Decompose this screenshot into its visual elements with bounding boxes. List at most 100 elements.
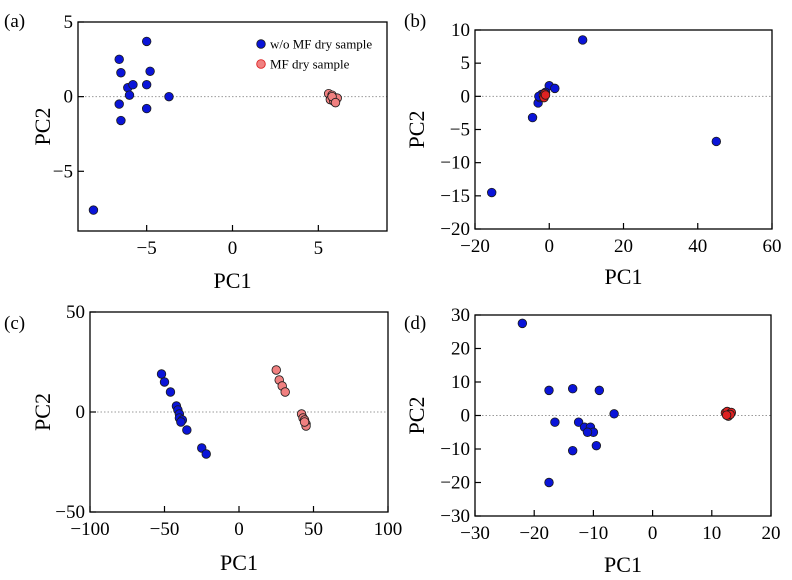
data-point (582, 427, 593, 437)
y-tick-label: −5 (450, 120, 470, 141)
x-axis-title: PC1 (604, 552, 642, 577)
y-axis-title: PC2 (30, 393, 55, 431)
data-point (280, 387, 290, 397)
x-tick-label: 50 (304, 519, 323, 540)
panel-2: −20 0 20 40 60 −20 −15 −10 −5 0 5 10 PC1 PC2 (b) (404, 11, 782, 289)
data-point (141, 79, 152, 90)
y-tick-label: −20 (440, 219, 470, 240)
x-tick-label: −10 (579, 523, 609, 544)
panel-4: −30 −20 −10 0 10 20 −30 −20 −10 0 10 20 30 PC1 PC2 (d) (404, 305, 781, 577)
x-tick-label: 40 (688, 236, 707, 257)
data-point (201, 449, 211, 459)
panel-label: (d) (404, 313, 426, 334)
y-tick-label: 0 (461, 86, 471, 107)
panel-label: (b) (404, 11, 426, 32)
series-with-mf (720, 406, 737, 421)
x-tick-label: 5 (314, 238, 324, 259)
plot-frame (77, 21, 388, 232)
data-point (114, 54, 124, 65)
data-point (114, 99, 124, 109)
y-tick-label: −20 (440, 473, 470, 494)
series-with-mf (323, 88, 342, 108)
data-point (517, 318, 528, 329)
data-point (609, 409, 619, 419)
x-tick-label: 0 (228, 238, 238, 259)
x-tick-label: −20 (519, 523, 549, 544)
x-tick-label: −30 (460, 523, 490, 544)
x-axis-title: PC1 (220, 550, 258, 575)
data-point (141, 103, 152, 114)
x-tick-label: −5 (137, 238, 157, 259)
panel-label: (c) (4, 313, 25, 334)
x-tick-label: 20 (614, 236, 633, 257)
legend-label-without-mf: w/o MF dry sample (270, 37, 372, 52)
panel-label: (a) (4, 11, 25, 32)
data-point (182, 425, 192, 435)
data-point (145, 66, 155, 76)
x-tick-label: 60 (763, 236, 782, 257)
data-point (156, 369, 167, 379)
x-tick-label: −50 (150, 519, 180, 540)
data-point (591, 440, 602, 451)
y-tick-label: 0 (461, 406, 471, 427)
y-tick-label: −50 (55, 502, 85, 523)
x-tick-label: 20 (762, 523, 781, 544)
data-point (116, 115, 126, 126)
data-point (164, 91, 174, 102)
data-point (128, 79, 138, 90)
y-tick-label: −10 (440, 153, 470, 174)
series-with-mf (538, 88, 551, 103)
legend-marker-without-mf (256, 39, 266, 49)
data-point (567, 384, 578, 394)
x-tick-label: 0 (234, 519, 244, 540)
legend-label-with-mf: MF dry sample (270, 57, 350, 72)
series-without-mf (156, 369, 211, 459)
y-tick-label: 20 (451, 339, 470, 360)
data-point (550, 83, 560, 94)
x-axis-title: PC1 (214, 268, 252, 293)
data-point (165, 387, 176, 397)
data-point (550, 417, 560, 427)
series-with-mf (271, 365, 311, 431)
data-point (124, 90, 135, 100)
y-tick-label: 30 (451, 305, 470, 326)
data-point (88, 205, 99, 215)
data-point (299, 417, 310, 427)
data-point (116, 68, 126, 78)
data-point (711, 136, 722, 147)
x-tick-label: 0 (545, 236, 555, 257)
y-tick-label: 10 (451, 20, 470, 41)
x-tick-label: 0 (648, 523, 658, 544)
data-point (567, 445, 578, 456)
y-tick-label: 50 (66, 302, 85, 323)
y-tick-label: −5 (53, 161, 73, 182)
data-point (577, 35, 588, 45)
y-tick-label: 5 (461, 53, 471, 74)
panel-1: −5 0 5 −5 0 5 PC1 PC2 (a) w/o MF dry sample MF dry… (4, 11, 388, 293)
series-without-mf (487, 35, 722, 198)
data-point (527, 112, 538, 123)
y-tick-label: 5 (64, 12, 74, 33)
legend-marker-with-mf (256, 59, 266, 69)
data-point (159, 377, 170, 387)
y-tick-label: −30 (440, 506, 470, 527)
x-tick-label: −20 (460, 236, 490, 257)
series-without-mf (517, 318, 619, 488)
data-point (721, 410, 732, 420)
x-tick-label: −100 (70, 519, 109, 540)
legend: w/o MF dry sample MF dry sample (256, 37, 372, 72)
data-point (544, 385, 554, 396)
y-tick-label: 0 (76, 402, 86, 423)
y-tick-label: 10 (451, 372, 470, 393)
y-axis-title: PC2 (404, 397, 429, 435)
data-point (141, 36, 152, 47)
y-axis-title: PC2 (404, 111, 429, 149)
y-axis-title: PC2 (30, 108, 55, 146)
series-without-mf (88, 36, 174, 215)
data-point (573, 417, 584, 427)
y-tick-label: −15 (440, 186, 470, 207)
x-tick-label: 10 (702, 523, 721, 544)
data-point (487, 187, 497, 198)
